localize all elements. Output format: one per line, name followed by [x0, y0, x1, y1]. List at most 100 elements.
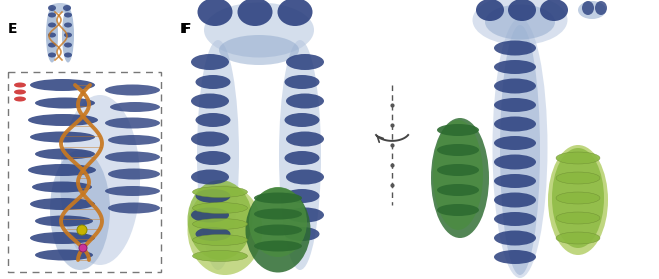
Ellipse shape: [485, 4, 555, 40]
Ellipse shape: [191, 93, 229, 109]
Ellipse shape: [285, 151, 320, 165]
Ellipse shape: [188, 180, 252, 260]
Ellipse shape: [30, 198, 95, 210]
Ellipse shape: [108, 135, 160, 145]
Ellipse shape: [14, 90, 26, 95]
Ellipse shape: [48, 32, 56, 37]
Ellipse shape: [204, 3, 314, 57]
Ellipse shape: [49, 3, 71, 13]
Ellipse shape: [30, 79, 95, 91]
Ellipse shape: [63, 5, 71, 11]
Ellipse shape: [48, 52, 56, 57]
Ellipse shape: [556, 152, 600, 164]
Ellipse shape: [285, 75, 320, 89]
Ellipse shape: [437, 204, 479, 216]
Ellipse shape: [476, 0, 504, 21]
Ellipse shape: [32, 182, 92, 193]
Ellipse shape: [246, 187, 310, 273]
Ellipse shape: [582, 1, 594, 15]
Ellipse shape: [279, 40, 321, 270]
Ellipse shape: [254, 240, 302, 251]
Ellipse shape: [556, 232, 600, 244]
Ellipse shape: [48, 5, 56, 11]
Circle shape: [77, 225, 87, 235]
Ellipse shape: [548, 145, 608, 255]
Ellipse shape: [105, 186, 160, 196]
Ellipse shape: [105, 151, 160, 162]
Ellipse shape: [48, 13, 56, 18]
Ellipse shape: [494, 60, 536, 74]
Ellipse shape: [556, 172, 600, 184]
Ellipse shape: [35, 97, 95, 109]
Ellipse shape: [46, 8, 58, 62]
Text: F: F: [182, 22, 192, 36]
Ellipse shape: [35, 215, 93, 227]
Ellipse shape: [192, 251, 248, 261]
Ellipse shape: [500, 25, 540, 275]
Ellipse shape: [64, 52, 72, 57]
Ellipse shape: [196, 151, 231, 165]
Ellipse shape: [14, 97, 26, 102]
Ellipse shape: [105, 85, 160, 95]
Ellipse shape: [286, 131, 324, 146]
Ellipse shape: [552, 148, 604, 248]
Ellipse shape: [494, 174, 536, 188]
Ellipse shape: [30, 232, 95, 244]
Ellipse shape: [437, 124, 479, 136]
Ellipse shape: [285, 189, 320, 203]
Ellipse shape: [494, 78, 536, 93]
Ellipse shape: [277, 0, 312, 26]
Ellipse shape: [110, 102, 160, 112]
Ellipse shape: [62, 8, 74, 62]
Ellipse shape: [192, 186, 248, 198]
Ellipse shape: [595, 1, 607, 15]
Ellipse shape: [494, 155, 536, 170]
Ellipse shape: [237, 0, 273, 26]
Ellipse shape: [578, 1, 606, 19]
Text: F: F: [180, 22, 190, 36]
Ellipse shape: [28, 114, 98, 126]
Ellipse shape: [492, 18, 548, 278]
Ellipse shape: [188, 185, 262, 275]
Ellipse shape: [60, 95, 140, 265]
Ellipse shape: [30, 131, 95, 143]
Ellipse shape: [494, 212, 536, 226]
Ellipse shape: [473, 0, 567, 45]
Ellipse shape: [48, 42, 56, 47]
Ellipse shape: [431, 118, 489, 238]
Ellipse shape: [197, 40, 239, 270]
Ellipse shape: [108, 169, 160, 179]
Ellipse shape: [196, 227, 231, 241]
Ellipse shape: [64, 42, 72, 47]
Ellipse shape: [494, 40, 536, 56]
Text: E: E: [8, 22, 18, 36]
Ellipse shape: [35, 148, 95, 160]
Ellipse shape: [286, 93, 324, 109]
Ellipse shape: [48, 23, 56, 28]
Ellipse shape: [494, 136, 536, 150]
Ellipse shape: [254, 193, 302, 203]
Ellipse shape: [254, 208, 302, 220]
Ellipse shape: [494, 98, 536, 112]
Ellipse shape: [196, 189, 231, 203]
Ellipse shape: [437, 144, 479, 156]
Ellipse shape: [286, 170, 324, 184]
Ellipse shape: [35, 249, 93, 261]
Ellipse shape: [198, 0, 233, 26]
Ellipse shape: [196, 75, 231, 89]
Ellipse shape: [556, 212, 600, 224]
Ellipse shape: [192, 218, 248, 230]
Ellipse shape: [50, 150, 110, 270]
Ellipse shape: [556, 192, 600, 204]
Ellipse shape: [254, 225, 302, 235]
Circle shape: [79, 244, 87, 252]
Ellipse shape: [437, 164, 479, 176]
Ellipse shape: [108, 203, 160, 213]
Ellipse shape: [64, 13, 72, 18]
Ellipse shape: [105, 117, 160, 129]
Ellipse shape: [286, 208, 324, 222]
Ellipse shape: [191, 54, 229, 70]
Bar: [8, 72, 161, 272]
Ellipse shape: [433, 120, 483, 230]
Ellipse shape: [540, 0, 568, 21]
